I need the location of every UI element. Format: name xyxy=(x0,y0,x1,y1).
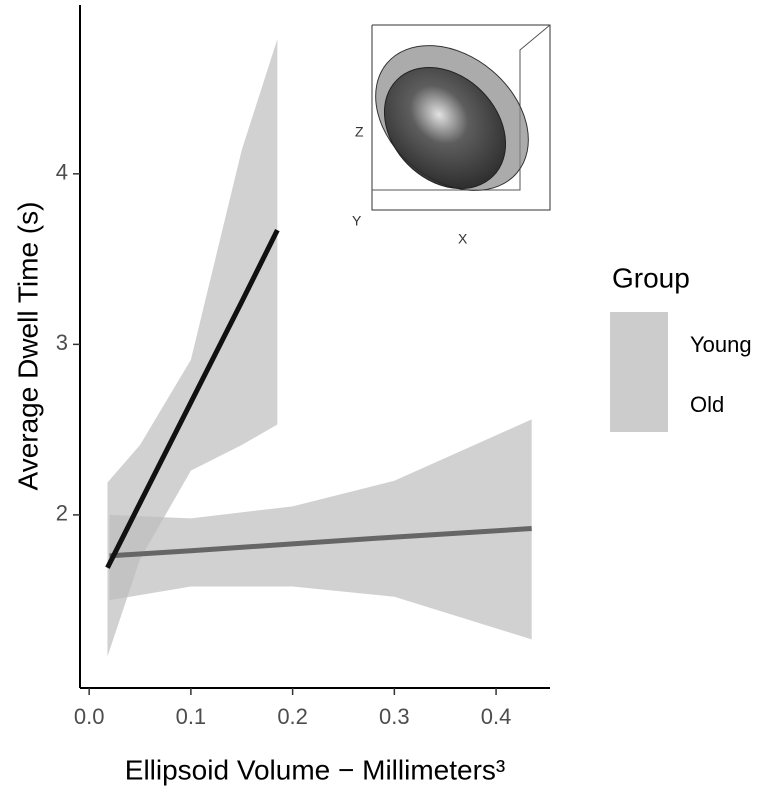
legend-label: Young xyxy=(690,332,752,357)
x-tick-label: 0.2 xyxy=(277,704,308,729)
x-axis-title: Ellipsoid Volume − Millimeters³ xyxy=(125,754,505,785)
inset-box xyxy=(371,24,551,211)
inset: Z Y X xyxy=(352,24,551,247)
x-tick-label: 0.4 xyxy=(481,704,512,729)
y-axis-title: Average Dwell Time (s) xyxy=(12,202,43,491)
trend-line xyxy=(109,526,532,559)
legend-label: Old xyxy=(690,392,724,417)
confidence-band xyxy=(107,39,278,657)
inset-axis-label: Y xyxy=(352,213,362,229)
y-tick-label: 3 xyxy=(56,330,68,355)
x-tick-label: 0.1 xyxy=(176,704,207,729)
x-tick-label: 0.3 xyxy=(379,704,410,729)
inset-axis-label: X xyxy=(458,231,468,247)
legend-title: Group xyxy=(612,262,690,293)
y-tick-label: 4 xyxy=(56,160,68,185)
x-tick-label: 0.0 xyxy=(74,704,105,729)
y-tick-label: 2 xyxy=(56,501,68,526)
inset-axis-label: Z xyxy=(355,124,364,140)
plot: Young Old 0.0 0.1 0.2 0.3 0.4 2 3 4 xyxy=(56,5,752,729)
legend-key-background xyxy=(610,312,668,432)
trend-line xyxy=(105,228,280,569)
confidence-band xyxy=(109,419,532,640)
inset-ellipsoid xyxy=(383,66,507,190)
